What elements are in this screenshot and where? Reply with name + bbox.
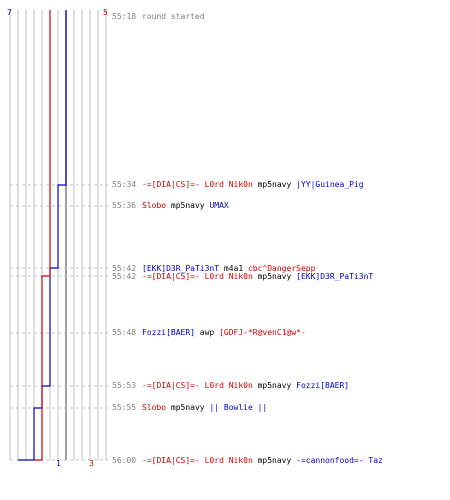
event-part: mp5navy <box>253 456 296 465</box>
count-labels: 7 5 1 3 <box>7 8 108 468</box>
team-lines <box>18 10 67 461</box>
event-description: [EKK]D3R_PaTi3nT m4a1 cbc^DangerSepp <box>142 264 316 273</box>
event-part: -=[DIA|CS]=- L0rd Nik0n <box>142 272 253 281</box>
event-description: round started <box>142 12 205 21</box>
event-part: -=[DIA|CS]=- L0rd Nik0n <box>142 180 253 189</box>
event-part: m4a1 <box>219 264 248 273</box>
red-start-count-label: 5 <box>103 8 108 17</box>
event-part: mp5navy <box>166 403 209 412</box>
red-end-count-label: 3 <box>89 459 94 468</box>
event-description: -=[DIA|CS]=- L0rd Nik0n mp5navy -=cannon… <box>142 456 383 465</box>
event-time: 55:36 <box>112 201 136 210</box>
event-part: -=[DIA|CS]=- L0rd Nik0n <box>142 381 253 390</box>
event-part: [EKK]D3R_PaTi3nT <box>296 272 373 281</box>
event-description: -=[DIA|CS]=- L0rd Nik0n mp5navy |YY|Guin… <box>142 180 364 189</box>
event-guide-lines <box>10 184 108 461</box>
event-time: 55:42 <box>112 272 136 281</box>
event-part: awp <box>195 328 219 337</box>
event-part: mp5navy <box>166 201 209 210</box>
event-description: Fozzi[BAER] awp [GDFJ-*R@venC1@w*- <box>142 328 306 337</box>
event-part: Slobo <box>142 201 166 210</box>
event-part: |YY|Guinea_Pig <box>296 180 364 189</box>
event-description: -=[DIA|CS]=- L0rd Nik0n mp5navy Fozzi[BA… <box>142 381 349 390</box>
event-description: -=[DIA|CS]=- L0rd Nik0n mp5navy [EKK]D3R… <box>142 272 373 281</box>
event-part: [GDFJ-*R@venC1@w*- <box>219 328 306 337</box>
event-part: -=[DIA|CS]=- L0rd Nik0n <box>142 456 253 465</box>
event-time: 56:00 <box>112 456 136 465</box>
event-time: 55:53 <box>112 381 136 390</box>
event-time: 55:55 <box>112 403 136 412</box>
event-part: Slobo <box>142 403 166 412</box>
event-part: [EKK]D3R_PaTi3nT <box>142 264 219 273</box>
event-part: || Bowlie || <box>209 403 267 412</box>
blue-team-line <box>18 10 67 461</box>
event-part: UMAX <box>209 201 228 210</box>
blue-start-count-label: 7 <box>7 8 12 17</box>
event-time: 55:18 <box>112 12 136 21</box>
event-description: Slobo mp5navy UMAX <box>142 201 229 210</box>
event-part: mp5navy <box>253 180 296 189</box>
event-part: mp5navy <box>253 381 296 390</box>
event-part: mp5navy <box>253 272 296 281</box>
event-part: Fozzi[BAER] <box>142 328 195 337</box>
event-log: 55:18 round started 55:34 -=[DIA|CS]=- L0rd… <box>112 12 383 465</box>
blue-end-count-label: 1 <box>56 459 61 468</box>
event-part: -=cannonfood=- Taz <box>296 456 383 465</box>
red-team-line <box>34 10 51 461</box>
event-part: Fozzi[BAER] <box>296 381 349 390</box>
event-time: 55:42 <box>112 264 136 273</box>
event-time: 55:34 <box>112 180 136 189</box>
event-time: 55:48 <box>112 328 136 337</box>
event-part: round started <box>142 12 205 21</box>
event-description: Slobo mp5navy || Bowlie || <box>142 403 267 412</box>
event-part: cbc^DangerSepp <box>248 264 316 273</box>
